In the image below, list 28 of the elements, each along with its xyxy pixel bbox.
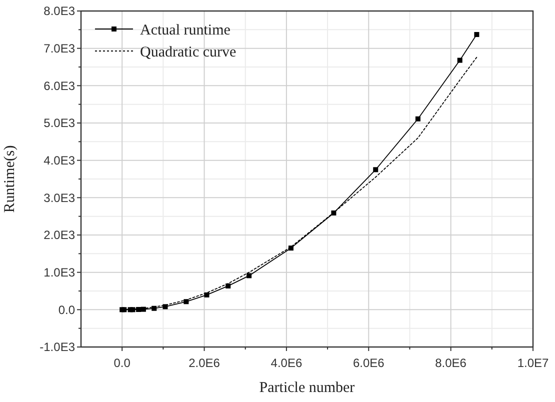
point	[373, 167, 378, 172]
x-tick-label: 6.0E6	[352, 356, 385, 370]
x-tick-label: 2.0E6	[188, 356, 220, 370]
y-tick-label: 7.0E3	[44, 42, 76, 56]
legend-label: Actual runtime	[140, 22, 231, 38]
point	[136, 306, 142, 312]
point	[226, 283, 231, 288]
point	[457, 58, 462, 63]
x-axis-title: Particle number	[259, 380, 355, 396]
point	[474, 32, 480, 38]
y-tick-label: 5.0E3	[44, 116, 76, 130]
x-tick-label: 1.0E7	[517, 356, 550, 370]
point	[184, 299, 189, 304]
x-tick-label: 0.0	[114, 356, 131, 370]
point	[415, 116, 420, 122]
y-tick-label: 8.0E3	[44, 4, 76, 18]
y-tick-label: 0.0	[58, 302, 76, 317]
y-tick-label: 4.0E3	[44, 154, 76, 168]
x-tick-label: 4.0E6	[270, 356, 302, 370]
y-tick-label: 3.0E3	[44, 190, 76, 205]
y-axis-title: Runtime(s)	[2, 145, 18, 213]
legend-label: Quadratic curve	[140, 44, 237, 60]
y-tick-label: 2.0E3	[44, 228, 76, 242]
y-tick-label: 6.0E3	[44, 78, 76, 93]
x-tick-label: 8.0E6	[435, 356, 467, 370]
y-tick-label: -1.0E3	[40, 340, 76, 354]
point	[246, 273, 252, 278]
y-tick-label: 1.0E3	[44, 266, 76, 280]
